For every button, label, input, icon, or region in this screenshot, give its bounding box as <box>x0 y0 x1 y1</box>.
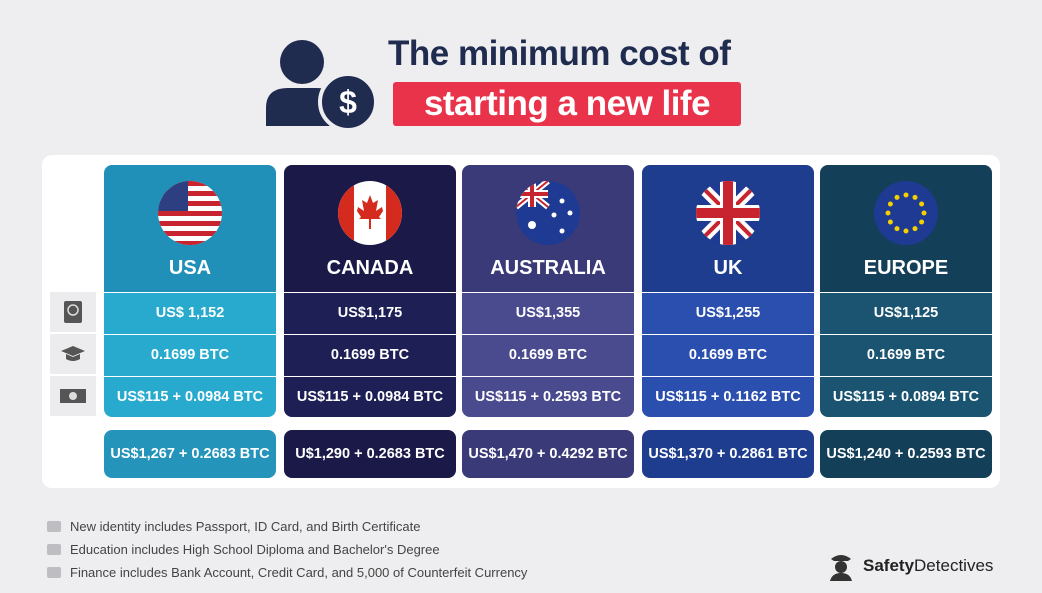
education-cost: 0.1699 BTC <box>820 334 992 376</box>
brand: SafetyDetectives <box>863 556 993 576</box>
flag-australia <box>516 181 580 245</box>
column-header: UK <box>642 165 814 292</box>
brand-logo <box>830 555 852 581</box>
finance-cost: US$115 + 0.0984 BTC <box>104 376 276 417</box>
education-icon <box>50 334 96 374</box>
education-cost: 0.1699 BTC <box>104 334 276 376</box>
identity-cost: US$1,175 <box>284 292 456 334</box>
total-cost: US$1,470 + 0.4292 BTC <box>462 430 634 478</box>
flag-uk <box>696 181 760 245</box>
finance-cost: US$115 + 0.1162 BTC <box>642 376 814 417</box>
person-dollar-icon: $ <box>266 40 378 130</box>
note-icon <box>47 521 61 532</box>
column-header: AUSTRALIA <box>462 165 634 292</box>
education-cost: 0.1699 BTC <box>462 334 634 376</box>
column-header: CANADA <box>284 165 456 292</box>
brand-part2: Detectives <box>914 556 994 575</box>
total-cost: US$1,370 + 0.2861 BTC <box>642 430 814 478</box>
title-line2: starting a new life <box>393 82 741 126</box>
identity-cost: US$ 1,152 <box>104 292 276 334</box>
note-icon <box>47 567 61 578</box>
finance-icon <box>50 376 96 416</box>
flag-canada <box>338 181 402 245</box>
identity-cost: US$1,125 <box>820 292 992 334</box>
total-cost: U$1,290 + 0.2683 BTC <box>284 430 456 478</box>
brand-part1: Safety <box>863 556 915 575</box>
identity-cost: US$1,355 <box>462 292 634 334</box>
svg-text:$: $ <box>339 84 357 120</box>
note: Education includes High School Diploma a… <box>70 542 440 557</box>
education-cost: 0.1699 BTC <box>642 334 814 376</box>
column-uk: UK US$1,255 0.1699 BTC US$115 + 0.1162 B… <box>642 165 814 417</box>
flag-usa <box>158 181 222 245</box>
finance-cost: US$115 + 0.0894 BTC <box>820 376 992 417</box>
country-name: EUROPE <box>863 257 949 279</box>
identity-cost: US$1,255 <box>642 292 814 334</box>
title-line1: The minimum cost of <box>388 34 731 73</box>
country-name: USA <box>168 257 212 279</box>
column-australia: AUSTRALIA US$1,355 0.1699 BTC US$115 + 0… <box>462 165 634 417</box>
total-cost: US$1,240 + 0.2593 BTC <box>820 430 992 478</box>
note: New identity includes Passport, ID Card,… <box>70 519 421 534</box>
column-header: USA <box>104 165 276 292</box>
column-europe: EUROPE US$1,125 0.1699 BTC US$115 + 0.08… <box>820 165 992 417</box>
column-canada: CANADA US$1,175 0.1699 BTC US$115 + 0.09… <box>284 165 456 417</box>
education-cost: 0.1699 BTC <box>284 334 456 376</box>
column-header: EUROPE <box>820 165 992 292</box>
finance-cost: US$115 + 0.0984 BTC <box>284 376 456 417</box>
flag-europe <box>874 181 938 245</box>
note-icon <box>47 544 61 555</box>
note: Finance includes Bank Account, Credit Ca… <box>70 565 528 580</box>
country-name: CANADA <box>326 257 414 279</box>
column-usa: USA US$ 1,152 0.1699 BTC US$115 + 0.0984… <box>104 165 276 417</box>
identity-icon <box>50 292 96 332</box>
country-name: UK <box>713 257 743 279</box>
finance-cost: US$115 + 0.2593 BTC <box>462 376 634 417</box>
total-cost: US$1,267 + 0.2683 BTC <box>104 430 276 478</box>
country-name: AUSTRALIA <box>490 257 606 279</box>
